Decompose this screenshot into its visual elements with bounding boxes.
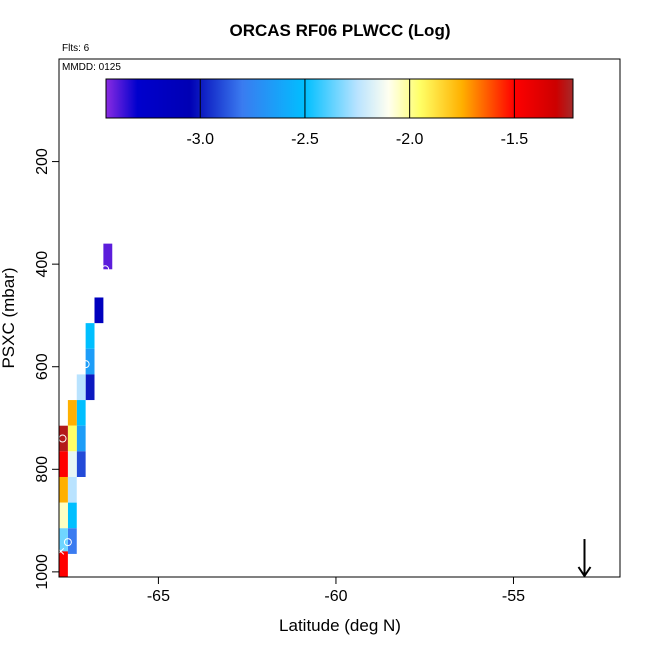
colorbar-tick-label: -2.0 bbox=[396, 131, 424, 148]
heatmap-cell bbox=[103, 243, 113, 270]
plot-frame bbox=[58, 58, 621, 578]
flights-label: Flts: 6 bbox=[62, 43, 90, 54]
heatmap-cell bbox=[76, 374, 86, 401]
y-tick-label: 200 bbox=[34, 148, 51, 175]
colorbar-bar bbox=[105, 78, 574, 119]
heatmap-cell bbox=[67, 502, 77, 529]
marker-circle bbox=[101, 265, 110, 274]
x-tick-label: -55 bbox=[502, 588, 525, 605]
y-axis: 200 400 600 800 1000 bbox=[34, 148, 59, 590]
heatmap-cell bbox=[76, 451, 86, 477]
heatmap-cell bbox=[94, 297, 104, 324]
y-axis-label: PSXC (mbar) bbox=[0, 267, 18, 368]
heatmap-cell bbox=[59, 425, 68, 452]
down-arrow bbox=[577, 539, 592, 578]
y-tick-label: 800 bbox=[34, 456, 51, 483]
heatmap-cell bbox=[59, 502, 68, 529]
heatmap-cell bbox=[67, 476, 77, 503]
heatmap-cell bbox=[59, 476, 68, 503]
heatmap-cell bbox=[67, 451, 77, 477]
plot-area bbox=[57, 243, 592, 578]
x-axis: -65 -60 -55 bbox=[147, 577, 525, 605]
heatmap-cell bbox=[67, 400, 77, 426]
x-tick-label: -60 bbox=[324, 588, 347, 605]
heatmap-cell bbox=[85, 374, 95, 401]
marker-circle bbox=[81, 360, 90, 369]
colorbar-tick-label: -2.5 bbox=[291, 131, 319, 148]
heatmap-cell bbox=[59, 528, 68, 554]
heatmap-cell bbox=[59, 451, 68, 477]
heatmap-cell bbox=[76, 425, 86, 452]
x-axis-label: Latitude (deg N) bbox=[279, 616, 401, 635]
colorbar: -3.0 -2.5 -2.0 -1.5 bbox=[105, 78, 574, 148]
heatmap-cell bbox=[59, 551, 68, 577]
heatmap-cell bbox=[85, 348, 95, 375]
date-label: MMDD: 0125 bbox=[62, 62, 121, 73]
heatmap-cell bbox=[67, 528, 77, 554]
x-tick-label: -65 bbox=[147, 588, 170, 605]
y-tick-label: 1000 bbox=[34, 554, 51, 590]
colorbar-tick-label: -3.0 bbox=[186, 131, 214, 148]
y-tick-label: 400 bbox=[34, 251, 51, 278]
heatmap-cell bbox=[76, 400, 86, 426]
arrow-head bbox=[577, 566, 592, 578]
chart-title: ORCAS RF06 PLWCC (Log) bbox=[230, 21, 451, 40]
heatmap-cell bbox=[85, 323, 95, 349]
marker-circle bbox=[63, 538, 72, 547]
y-tick-label: 600 bbox=[34, 353, 51, 380]
heatmap-cell bbox=[67, 425, 77, 452]
colorbar-tick-label: -1.5 bbox=[501, 131, 529, 148]
